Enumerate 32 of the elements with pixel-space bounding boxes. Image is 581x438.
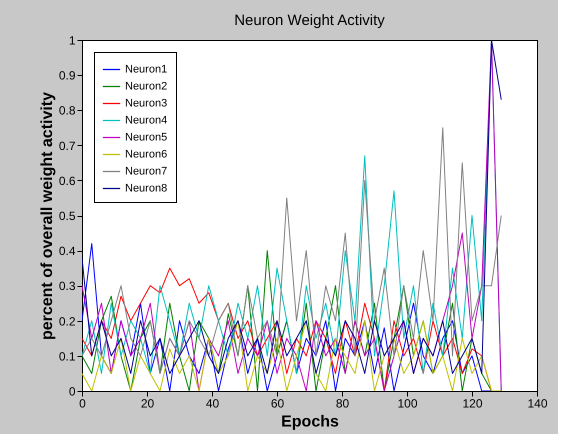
x-tick-label: 60 <box>270 396 284 410</box>
legend-label: Neuron8 <box>125 182 168 194</box>
y-tick-label: 0.3 <box>58 279 76 294</box>
legend-label: Neuron2 <box>125 80 168 92</box>
line-series <box>82 127 502 374</box>
legend-label: Neuron3 <box>125 98 168 110</box>
x-tick-label: 120 <box>462 396 483 410</box>
x-tick-label: 80 <box>336 396 350 410</box>
line-series <box>82 320 502 391</box>
x-tick-label: 40 <box>206 396 220 410</box>
legend-label: Neuron1 <box>125 64 168 76</box>
y-tick-label: 0.5 <box>58 209 76 223</box>
y-tick-label: 0.2 <box>58 314 76 328</box>
y-tick-label: 0.9 <box>58 68 76 83</box>
y-axis-title: percent of overall weight activity <box>38 92 56 340</box>
legend-label: Neuron5 <box>125 132 168 144</box>
y-tick-label: 0 <box>68 384 76 398</box>
x-tick-label: 20 <box>140 396 154 410</box>
x-tick-label: 0 <box>79 396 86 410</box>
x-axis-title: Epochs <box>281 414 339 430</box>
y-tick-label: 0.4 <box>58 244 76 258</box>
legend-label: Neuron6 <box>125 148 168 160</box>
y-tick-label: 0.1 <box>58 349 76 364</box>
legend-label: Neuron7 <box>125 166 168 178</box>
x-tick-label: 140 <box>527 396 548 410</box>
y-tick-label: 0.7 <box>58 138 76 153</box>
legend-label: Neuron4 <box>125 114 168 126</box>
y-tick-label: 0.8 <box>58 104 76 118</box>
chart-title: Neuron Weight Activity <box>234 12 386 29</box>
y-tick-label: 0.6 <box>58 174 76 188</box>
y-tick-label: 1 <box>68 34 76 48</box>
x-tick-label: 100 <box>397 396 418 410</box>
